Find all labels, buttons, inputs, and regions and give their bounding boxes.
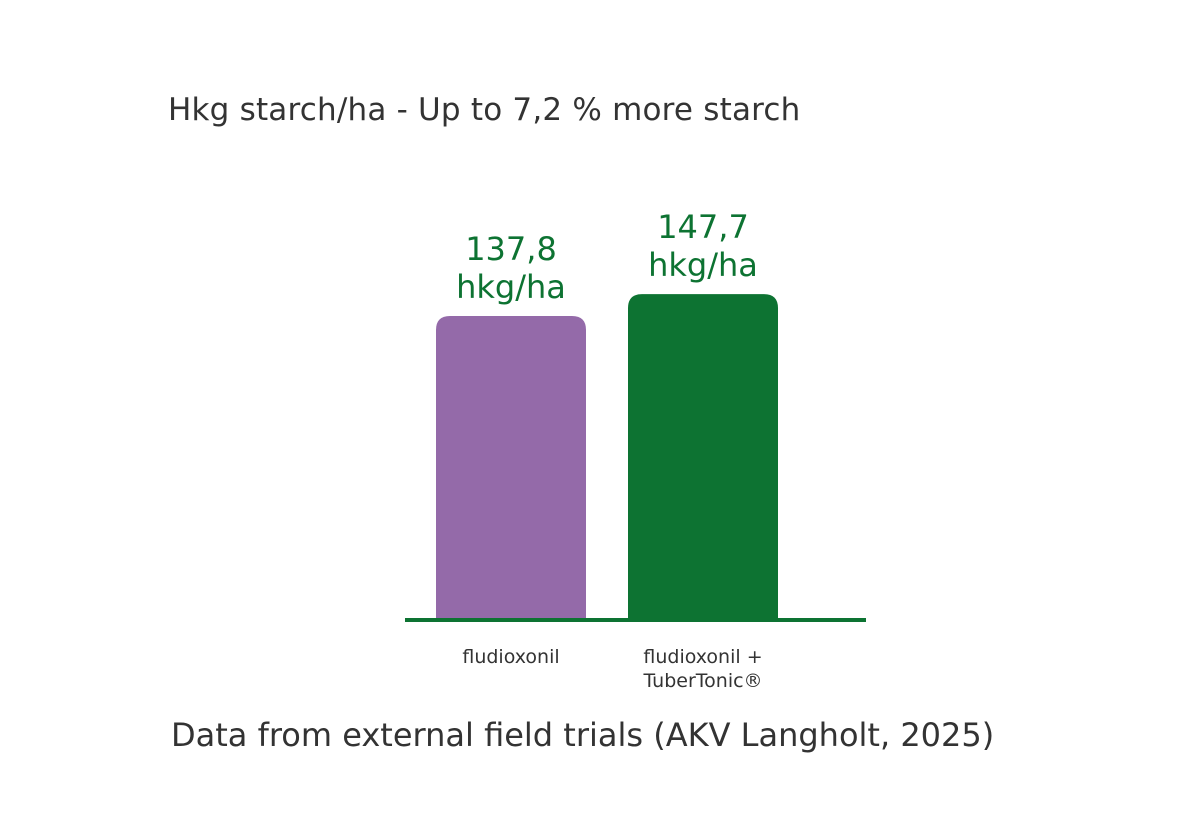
category-label-2: fludioxonil + — [643, 646, 762, 668]
category-label-1: fludioxonil — [462, 646, 559, 668]
category-label-2: TuberTonic® — [642, 670, 762, 692]
chart-title: Hkg starch/ha - Up to 7,2 % more starch — [168, 92, 801, 128]
bar-2-value-label: 147,7 — [657, 208, 749, 246]
bar-1-value-label: 137,8 — [465, 230, 557, 268]
bar-1-value-label: hkg/ha — [456, 268, 566, 306]
bar-2-value-label: hkg/ha — [648, 246, 758, 284]
source-footnote: Data from external field trials (AKV Lan… — [171, 716, 995, 754]
bar-2 — [628, 294, 778, 620]
bar-1 — [436, 316, 586, 620]
category-labels-group: fludioxonil fludioxonil +TuberTonic® — [462, 646, 762, 692]
bars-group — [436, 294, 778, 620]
